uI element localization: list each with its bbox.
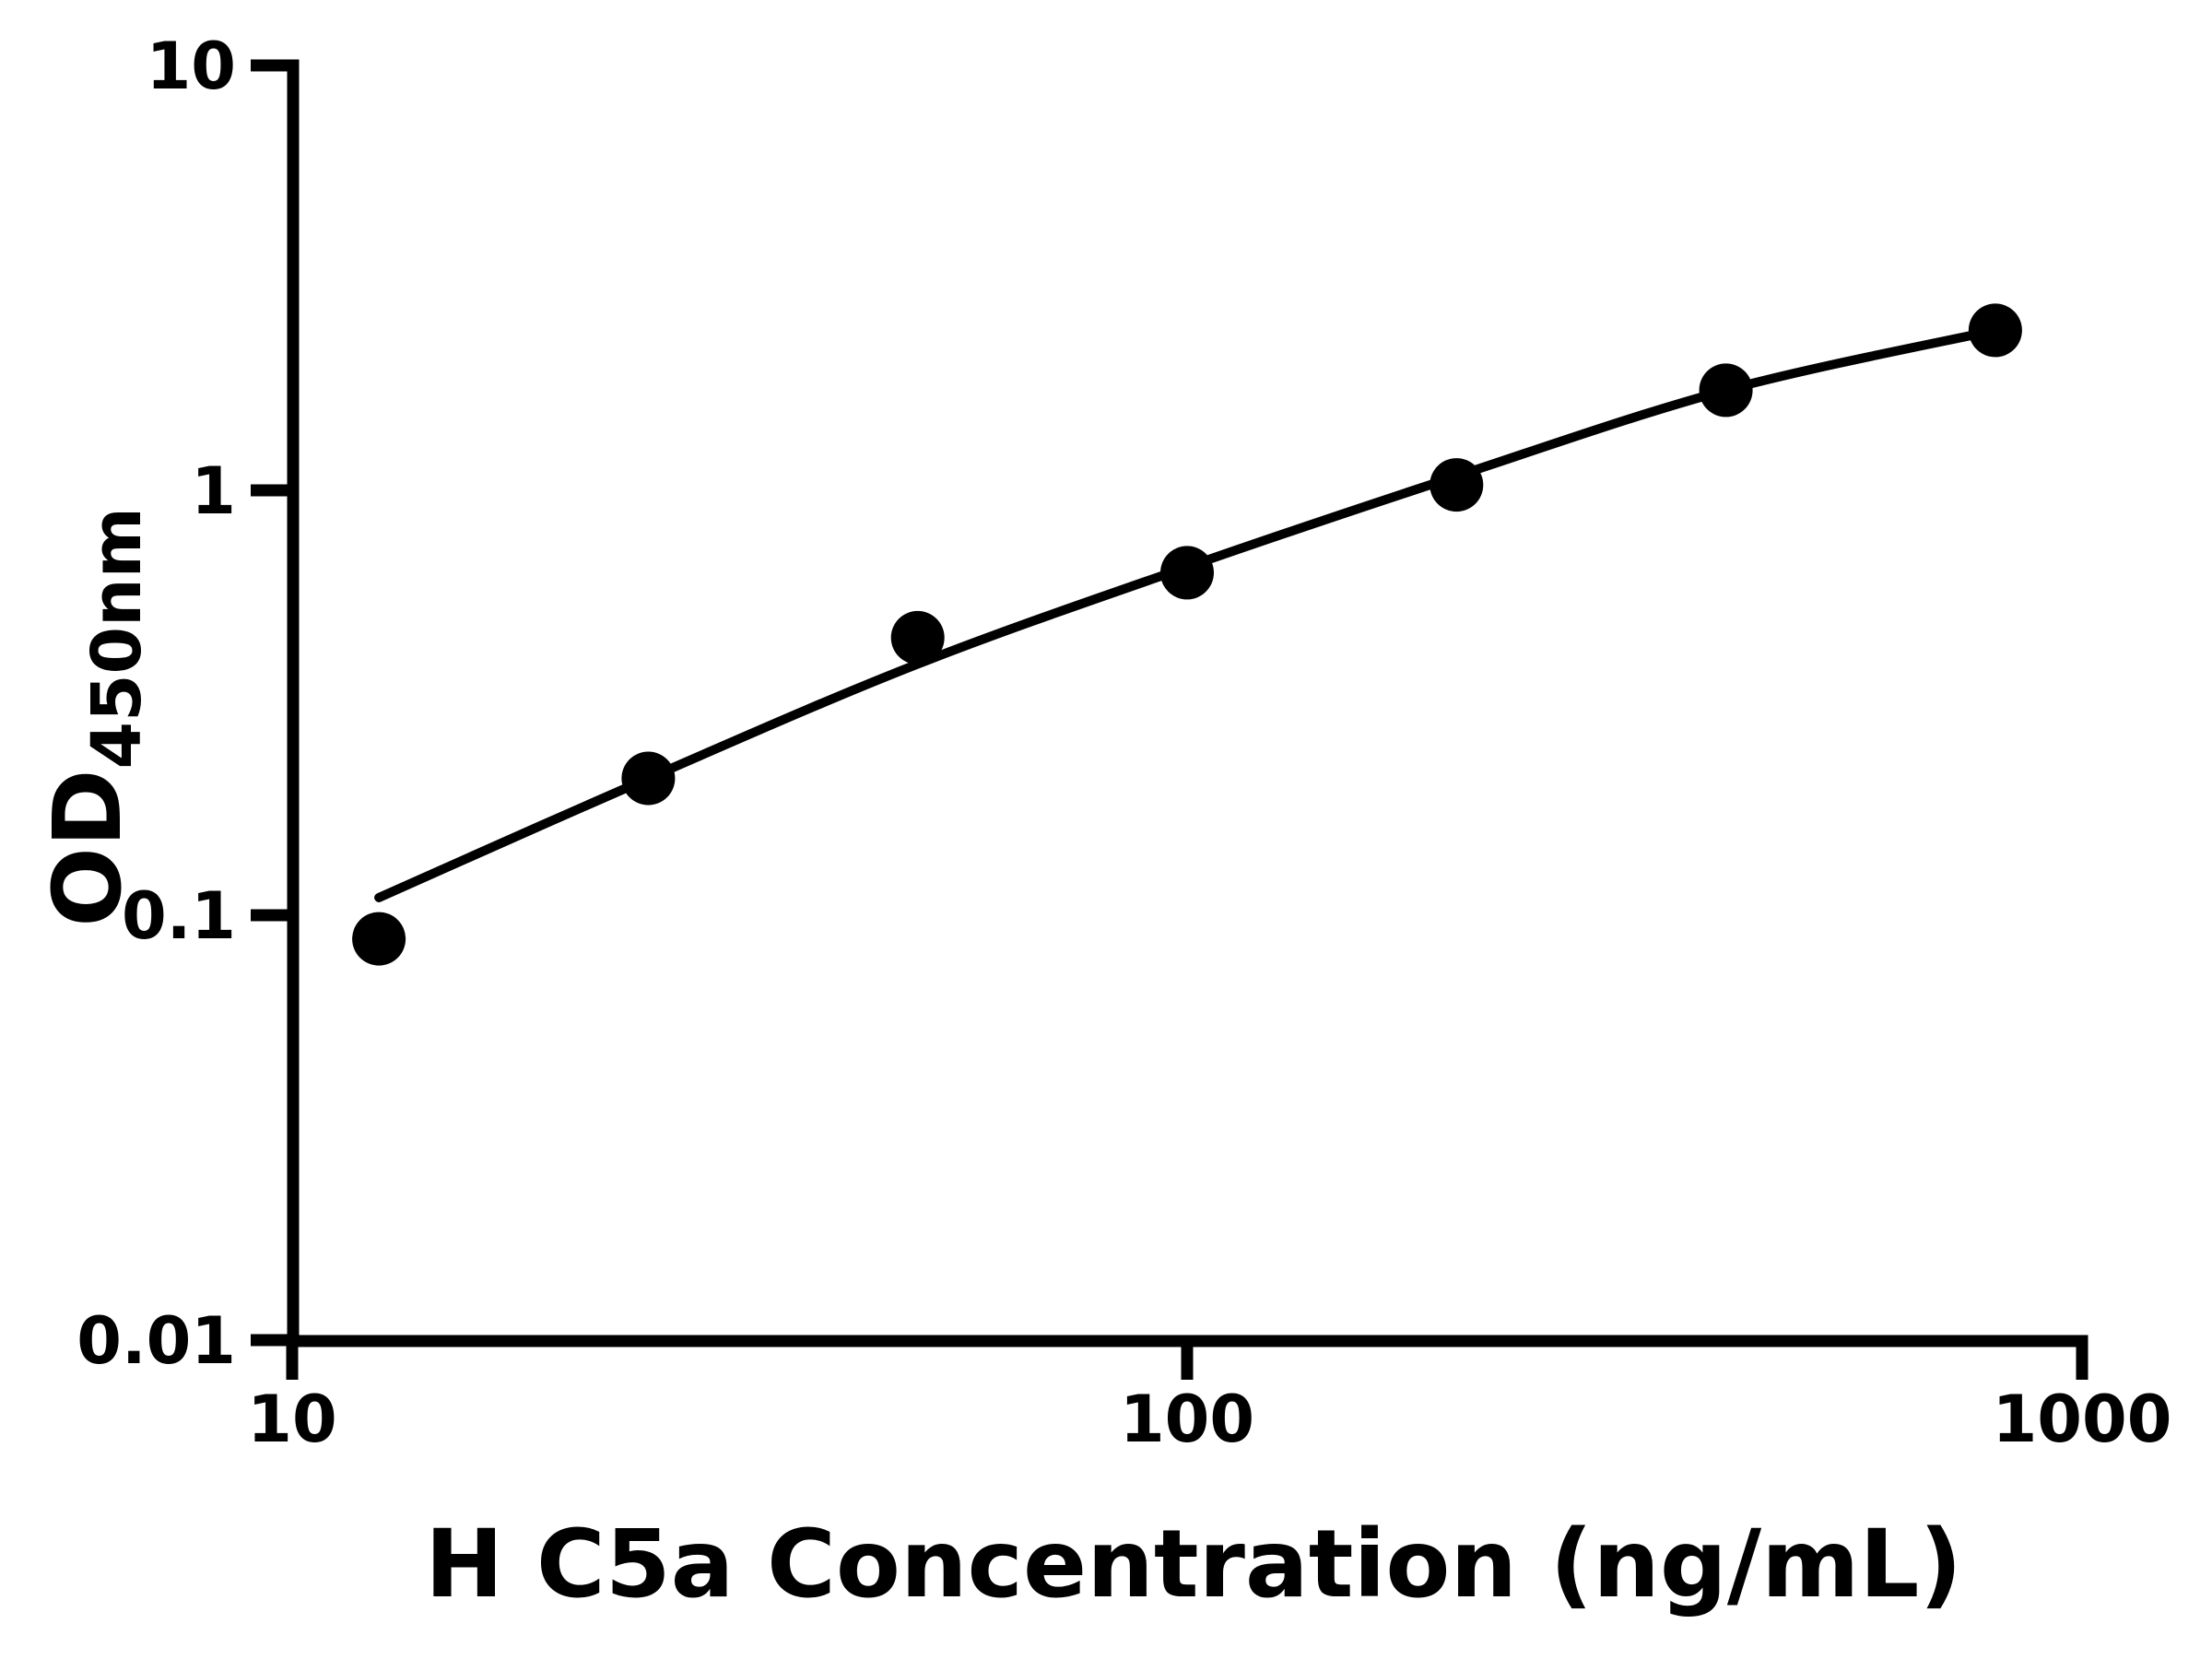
fit-curve <box>374 325 2000 902</box>
y-axis-title-main: OD <box>33 769 143 927</box>
data-point-4 <box>1430 458 1484 512</box>
y-tick-label-10: 10 <box>147 29 236 104</box>
data-point-3 <box>1160 546 1214 600</box>
x-tick-label-1000: 1000 <box>1993 1382 2172 1457</box>
y-tick-label-0.1: 0.1 <box>122 878 236 954</box>
y-axis-title: OD450nm <box>33 507 157 927</box>
x-axis-title: H C5a Concentration (ng/mL) <box>424 1510 1963 1619</box>
y-tick-label-1: 1 <box>191 453 236 529</box>
data-point-6 <box>1968 303 2022 358</box>
data-point-2 <box>890 610 945 665</box>
y-tick-label-0.01: 0.01 <box>76 1303 236 1379</box>
x-tick-label-100: 100 <box>1120 1382 1254 1457</box>
data-point-1 <box>621 751 676 806</box>
data-point-0 <box>352 912 406 966</box>
y-axis-title-subscript: 450nm <box>77 507 157 770</box>
data-point-5 <box>1699 363 1753 418</box>
x-axis-title-text: H C5a Concentration (ng/mL) <box>424 1510 1963 1619</box>
x-tick-label-10: 10 <box>247 1382 336 1457</box>
